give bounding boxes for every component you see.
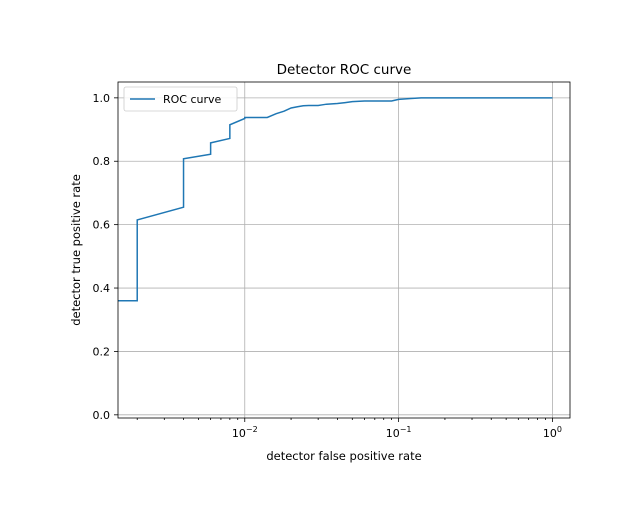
y-tick-label: 0.8 (93, 155, 111, 168)
x-axis-label: detector false positive rate (266, 449, 421, 463)
y-tick-label: 0.2 (93, 345, 111, 358)
plot-frame (117, 81, 571, 419)
roc-curve-line (118, 97, 553, 302)
x-tick-label: 10−2 (232, 425, 258, 440)
grid-layer (118, 82, 570, 418)
tick-layer: 0.00.20.40.60.81.010−2 10−1 100 (93, 92, 563, 440)
x-tick-label-base: 10 (232, 427, 246, 440)
legend-box (123, 86, 238, 112)
x-tick-label-exponent: −1 (400, 425, 412, 434)
legend-label: ROC curve (163, 93, 222, 106)
x-tick-label-exponent: −2 (246, 425, 258, 434)
y-tick-label: 1.0 (93, 92, 111, 105)
x-tick-label-base: 10 (543, 427, 557, 440)
y-tick-label: 0.6 (93, 219, 111, 232)
x-tick-label-exponent: 0 (557, 425, 562, 434)
y-tick-label: 0.0 (93, 409, 111, 422)
legend: ROC curve (123, 86, 238, 112)
chart-title: Detector ROC curve (277, 62, 412, 78)
x-tick-label-base: 10 (386, 427, 400, 440)
x-tick-label: 100 (543, 425, 562, 440)
y-axis-label: detector true positive rate (69, 174, 83, 326)
x-tick-label: 10−1 (386, 425, 412, 440)
series-layer (118, 97, 553, 302)
y-tick-label: 0.4 (93, 282, 111, 295)
